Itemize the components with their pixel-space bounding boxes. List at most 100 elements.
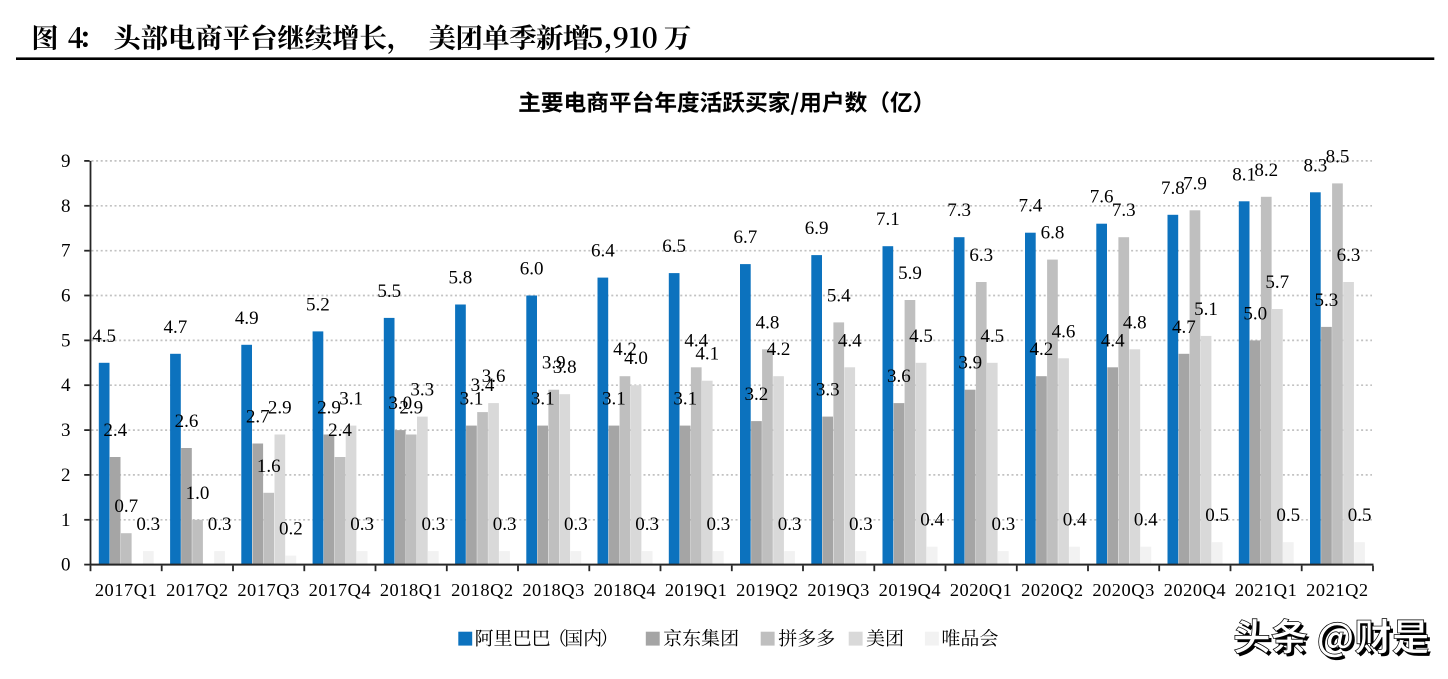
svg-text:5.1: 5.1 xyxy=(1194,299,1218,320)
svg-text:2021Q1: 2021Q1 xyxy=(1235,580,1298,600)
svg-text:5.5: 5.5 xyxy=(377,281,401,302)
svg-text:4.7: 4.7 xyxy=(164,317,188,338)
svg-text:0.3: 0.3 xyxy=(992,514,1016,535)
svg-text:0.3: 0.3 xyxy=(208,514,232,535)
svg-text:8.1: 8.1 xyxy=(1232,164,1256,185)
svg-text:2017Q2: 2017Q2 xyxy=(166,580,229,600)
svg-text:2017Q4: 2017Q4 xyxy=(309,580,372,600)
svg-text:6.9: 6.9 xyxy=(805,218,829,239)
svg-text:6.8: 6.8 xyxy=(1041,223,1065,244)
svg-text:0.3: 0.3 xyxy=(635,514,659,535)
svg-text:2019Q2: 2019Q2 xyxy=(736,580,799,600)
svg-text:7.3: 7.3 xyxy=(1112,200,1136,221)
svg-text:7.4: 7.4 xyxy=(1019,196,1043,217)
svg-text:2018Q4: 2018Q4 xyxy=(594,580,657,600)
svg-text:3.1: 3.1 xyxy=(339,389,363,410)
svg-text:4.4: 4.4 xyxy=(1101,330,1125,351)
svg-text:0.3: 0.3 xyxy=(350,514,374,535)
svg-text:8.5: 8.5 xyxy=(1326,146,1350,167)
svg-text:0.4: 0.4 xyxy=(1134,510,1158,531)
svg-text:7.8: 7.8 xyxy=(1161,178,1185,199)
svg-text:4.4: 4.4 xyxy=(838,330,862,351)
svg-text:3.1: 3.1 xyxy=(460,389,484,410)
svg-text:5.4: 5.4 xyxy=(827,285,851,306)
svg-text:5.3: 5.3 xyxy=(1315,290,1339,311)
svg-text:0.7: 0.7 xyxy=(114,496,138,517)
svg-text:5.8: 5.8 xyxy=(449,268,473,289)
svg-text:2019Q3: 2019Q3 xyxy=(807,580,870,600)
svg-text:3.9: 3.9 xyxy=(958,353,982,374)
svg-text:6: 6 xyxy=(61,286,71,307)
svg-text:2018Q2: 2018Q2 xyxy=(451,580,514,600)
svg-text:2.7: 2.7 xyxy=(246,407,270,428)
svg-text:4.5: 4.5 xyxy=(909,326,933,347)
svg-text:3.1: 3.1 xyxy=(673,389,697,410)
svg-text:2: 2 xyxy=(61,465,71,486)
svg-text:8: 8 xyxy=(61,196,71,217)
svg-text:0.5: 0.5 xyxy=(1348,505,1372,526)
svg-text:6.7: 6.7 xyxy=(734,227,758,248)
svg-text:6.4: 6.4 xyxy=(591,241,615,262)
svg-text:3.1: 3.1 xyxy=(602,389,626,410)
svg-text:3.4: 3.4 xyxy=(471,375,495,396)
svg-text:0: 0 xyxy=(61,555,71,576)
svg-text:6.3: 6.3 xyxy=(969,245,993,266)
svg-text:2.9: 2.9 xyxy=(268,398,292,419)
svg-text:3: 3 xyxy=(61,420,71,441)
svg-text:5.9: 5.9 xyxy=(898,263,922,284)
svg-text:4.5: 4.5 xyxy=(980,326,1004,347)
svg-text:3.3: 3.3 xyxy=(410,380,434,401)
svg-text:1: 1 xyxy=(61,510,71,531)
svg-text:2021Q2: 2021Q2 xyxy=(1306,580,1369,600)
svg-text:3.2: 3.2 xyxy=(745,384,769,405)
svg-text:4.7: 4.7 xyxy=(1172,317,1196,338)
svg-text:2.6: 2.6 xyxy=(175,411,199,432)
svg-text:2.9: 2.9 xyxy=(399,398,423,419)
svg-text:2017Q1: 2017Q1 xyxy=(95,580,158,600)
svg-text:1.6: 1.6 xyxy=(257,456,281,477)
svg-text:0.3: 0.3 xyxy=(707,514,731,535)
svg-text:4.2: 4.2 xyxy=(1030,339,1054,360)
svg-text:6.3: 6.3 xyxy=(1337,245,1361,266)
svg-text:4.8: 4.8 xyxy=(1123,312,1147,333)
svg-text:1.0: 1.0 xyxy=(186,483,210,504)
svg-text:2018Q1: 2018Q1 xyxy=(380,580,443,600)
svg-text:0.2: 0.2 xyxy=(279,519,303,540)
svg-text:2019Q1: 2019Q1 xyxy=(665,580,728,600)
svg-text:0.3: 0.3 xyxy=(422,514,446,535)
svg-text:3.1: 3.1 xyxy=(531,389,555,410)
svg-text:0.3: 0.3 xyxy=(136,514,160,535)
svg-text:2020Q2: 2020Q2 xyxy=(1021,580,1084,600)
svg-text:2.4: 2.4 xyxy=(103,420,127,441)
svg-text:3.6: 3.6 xyxy=(887,366,911,387)
svg-text:8.3: 8.3 xyxy=(1304,155,1328,176)
svg-text:4.8: 4.8 xyxy=(756,312,780,333)
svg-text:5: 5 xyxy=(61,330,71,351)
svg-text:4.0: 4.0 xyxy=(624,348,648,369)
svg-text:7.6: 7.6 xyxy=(1090,187,1114,208)
svg-text:4.2: 4.2 xyxy=(613,339,637,360)
svg-text:2020Q1: 2020Q1 xyxy=(950,580,1013,600)
svg-text:0.3: 0.3 xyxy=(493,514,517,535)
svg-text:6.0: 6.0 xyxy=(520,259,544,280)
svg-text:2018Q3: 2018Q3 xyxy=(522,580,585,600)
svg-text:4.5: 4.5 xyxy=(92,326,116,347)
svg-text:3.6: 3.6 xyxy=(482,366,506,387)
svg-text:5.2: 5.2 xyxy=(306,294,330,315)
svg-text:2019Q4: 2019Q4 xyxy=(879,580,942,600)
svg-text:3.0: 3.0 xyxy=(388,393,412,414)
svg-text:4.1: 4.1 xyxy=(695,344,719,365)
svg-text:0.5: 0.5 xyxy=(1205,505,1229,526)
svg-text:0.5: 0.5 xyxy=(1276,505,1300,526)
svg-text:2.4: 2.4 xyxy=(328,420,352,441)
svg-text:4.9: 4.9 xyxy=(235,308,259,329)
svg-text:0.4: 0.4 xyxy=(1063,510,1087,531)
svg-text:5.7: 5.7 xyxy=(1265,272,1289,293)
svg-text:4.4: 4.4 xyxy=(684,330,708,351)
svg-text:0.4: 0.4 xyxy=(920,510,944,531)
svg-text:0.3: 0.3 xyxy=(849,514,873,535)
svg-text:4.2: 4.2 xyxy=(767,339,791,360)
svg-text:2020Q4: 2020Q4 xyxy=(1164,580,1227,600)
svg-text:2017Q3: 2017Q3 xyxy=(237,580,300,600)
svg-text:3.8: 3.8 xyxy=(553,357,577,378)
